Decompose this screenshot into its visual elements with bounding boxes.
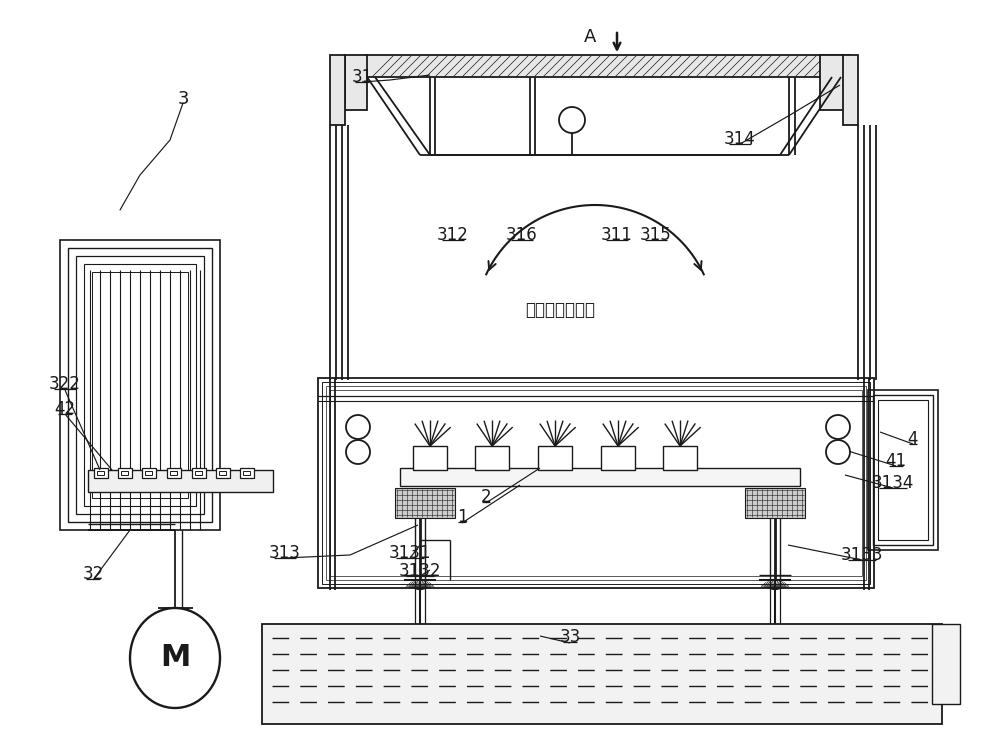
- Ellipse shape: [130, 608, 220, 708]
- Bar: [663, 446, 697, 470]
- Bar: [400, 468, 800, 486]
- Text: 2: 2: [481, 488, 491, 506]
- Bar: [76, 256, 204, 514]
- Bar: [345, 55, 367, 110]
- Bar: [413, 446, 447, 470]
- Bar: [395, 488, 455, 518]
- Bar: [195, 471, 202, 475]
- Bar: [92, 272, 188, 498]
- Bar: [330, 55, 345, 125]
- Text: A: A: [584, 28, 596, 46]
- Bar: [330, 390, 862, 576]
- Bar: [97, 471, 104, 475]
- Text: M: M: [160, 644, 190, 672]
- Text: 3132: 3132: [399, 562, 441, 580]
- Bar: [868, 390, 938, 550]
- Text: 3: 3: [177, 90, 189, 108]
- Bar: [475, 446, 509, 470]
- Bar: [820, 55, 850, 110]
- Bar: [170, 471, 177, 475]
- Bar: [60, 240, 220, 530]
- Text: 41: 41: [885, 452, 907, 470]
- Bar: [167, 468, 181, 478]
- Bar: [192, 468, 206, 478]
- Text: 311: 311: [601, 226, 633, 244]
- Circle shape: [346, 415, 370, 439]
- Bar: [601, 446, 635, 470]
- Bar: [142, 468, 156, 478]
- Bar: [243, 471, 250, 475]
- Bar: [145, 471, 152, 475]
- Text: 312: 312: [437, 226, 469, 244]
- Bar: [745, 488, 805, 518]
- Bar: [262, 624, 942, 724]
- Bar: [163, 608, 188, 632]
- Circle shape: [346, 440, 370, 464]
- Text: 315: 315: [640, 226, 672, 244]
- Bar: [94, 468, 108, 478]
- Text: 3131: 3131: [389, 544, 431, 562]
- Bar: [878, 400, 928, 540]
- Text: 322: 322: [49, 375, 81, 393]
- Circle shape: [826, 415, 850, 439]
- Bar: [843, 55, 858, 125]
- Text: 42: 42: [54, 400, 76, 418]
- Text: 第二冷水帘方向: 第二冷水帘方向: [525, 301, 595, 319]
- Text: 3133: 3133: [841, 546, 883, 564]
- Text: 313: 313: [269, 544, 301, 562]
- Bar: [84, 264, 196, 506]
- Text: 314: 314: [724, 130, 756, 148]
- Bar: [538, 446, 572, 470]
- Text: 4: 4: [908, 430, 918, 448]
- Circle shape: [559, 107, 585, 133]
- Circle shape: [826, 440, 850, 464]
- Bar: [932, 624, 960, 704]
- Bar: [365, 55, 843, 77]
- Text: 3134: 3134: [872, 474, 914, 492]
- Bar: [873, 395, 933, 545]
- Bar: [219, 471, 226, 475]
- Text: 32: 32: [82, 565, 104, 583]
- Text: 31: 31: [351, 68, 373, 86]
- Text: 33: 33: [559, 628, 581, 646]
- Bar: [118, 468, 132, 478]
- Bar: [121, 471, 128, 475]
- Text: 1: 1: [457, 508, 467, 526]
- Bar: [88, 470, 273, 492]
- Bar: [318, 378, 874, 588]
- Bar: [216, 468, 230, 478]
- Bar: [68, 248, 212, 522]
- Bar: [326, 386, 866, 580]
- Text: 316: 316: [506, 226, 538, 244]
- Bar: [240, 468, 254, 478]
- Bar: [322, 382, 870, 584]
